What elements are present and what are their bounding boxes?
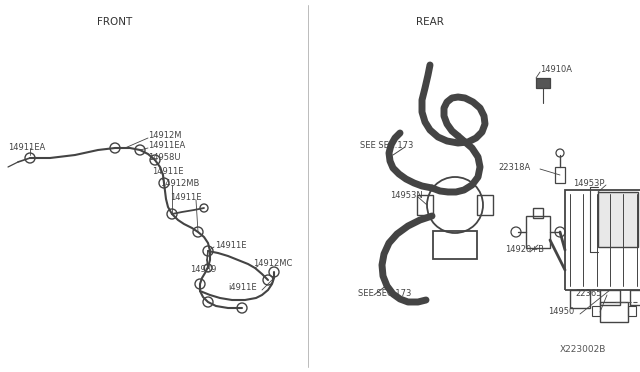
Bar	[536, 78, 550, 88]
Text: 14911E: 14911E	[215, 241, 246, 250]
Bar	[533, 208, 543, 218]
Bar	[628, 306, 636, 316]
Bar	[555, 167, 565, 183]
Text: 14911EA: 14911EA	[148, 141, 185, 151]
Text: 22365: 22365	[575, 289, 602, 298]
Text: 14912M: 14912M	[148, 131, 182, 141]
Bar	[433, 231, 477, 259]
Bar	[526, 216, 550, 248]
Bar	[600, 290, 620, 305]
Text: SEE SEC.173: SEE SEC.173	[358, 289, 412, 298]
Text: 14910A: 14910A	[540, 65, 572, 74]
Bar	[592, 306, 600, 316]
Text: 22318A: 22318A	[498, 163, 531, 171]
Bar	[630, 290, 640, 305]
Bar	[417, 195, 433, 215]
Text: 14953N: 14953N	[390, 190, 423, 199]
Text: 14958U: 14958U	[148, 154, 180, 163]
Text: FRONT: FRONT	[97, 17, 132, 27]
Bar	[600, 302, 628, 322]
Text: X223002B: X223002B	[560, 346, 606, 355]
Text: 14911E: 14911E	[152, 167, 184, 176]
Bar	[598, 192, 638, 247]
Bar	[570, 290, 590, 308]
Text: 14950: 14950	[548, 308, 574, 317]
Text: REAR: REAR	[416, 17, 444, 27]
Text: i4911E: i4911E	[228, 283, 257, 292]
Text: 14920+B: 14920+B	[505, 246, 544, 254]
Bar	[477, 195, 493, 215]
Text: 14911E: 14911E	[170, 193, 202, 202]
Text: 14911EA: 14911EA	[8, 144, 45, 153]
Text: 14953P: 14953P	[573, 179, 605, 187]
Text: 14939: 14939	[190, 266, 216, 275]
Text: 14912MC: 14912MC	[253, 260, 292, 269]
Bar	[565, 190, 640, 290]
Text: SEE SEC.173: SEE SEC.173	[360, 141, 413, 150]
Text: 14912MB: 14912MB	[160, 179, 200, 187]
